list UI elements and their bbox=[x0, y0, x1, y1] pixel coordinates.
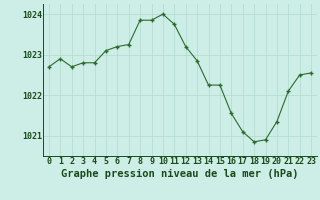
X-axis label: Graphe pression niveau de la mer (hPa): Graphe pression niveau de la mer (hPa) bbox=[61, 169, 299, 179]
